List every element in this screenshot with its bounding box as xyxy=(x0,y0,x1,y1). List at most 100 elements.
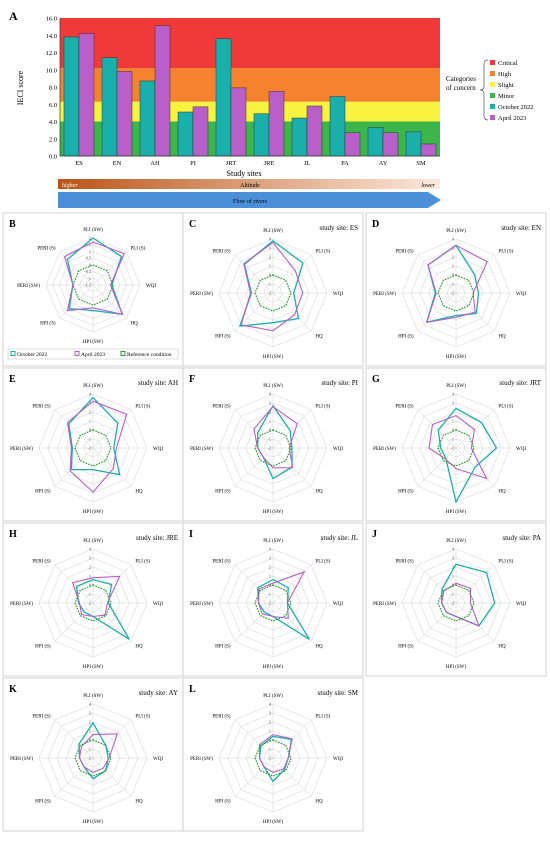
bar-april-jre xyxy=(268,91,285,157)
radar-panel-letter: K xyxy=(9,684,17,695)
bar-april-ah xyxy=(154,25,171,157)
y-tick-label: 6.0 xyxy=(49,102,57,109)
radar-spoke xyxy=(417,447,457,487)
radar-tick-label: -1.5 xyxy=(84,283,91,288)
radar-axis-label: HQ xyxy=(315,334,323,339)
radar-series-april xyxy=(71,575,121,618)
radar-tick-label: 0 xyxy=(89,583,91,588)
radar-tick-label: 1 xyxy=(269,729,271,734)
radar-spoke xyxy=(92,564,132,604)
radar-axis-label: HQ xyxy=(498,489,506,494)
radar-axis-label: WQI xyxy=(153,602,163,607)
bar-october-jre xyxy=(253,113,270,157)
x-tick-label-es: ES xyxy=(75,160,83,167)
radar-axis-label: PERI (SW) xyxy=(10,757,33,762)
radar-axis-label: PERI (SW) xyxy=(10,602,33,607)
radar-series-april xyxy=(66,400,128,493)
radar-series-april xyxy=(63,241,126,316)
radar-axis-label: HPI (SW) xyxy=(83,820,103,825)
radar-axis-label: PLI (S) xyxy=(130,247,145,252)
radar-series-april xyxy=(428,414,488,480)
radar-spoke xyxy=(455,564,495,604)
radar-spoke xyxy=(54,757,94,797)
panel-a-ylabel: IECI score xyxy=(16,70,25,105)
radar-spoke xyxy=(417,602,457,642)
legend-swatch-october xyxy=(490,104,495,109)
radar-axis-label: PLI (S) xyxy=(135,405,150,410)
radar-axis-label: WQI xyxy=(516,292,526,297)
x-tick-label-jrt: JRT xyxy=(226,160,236,167)
radar-series-october xyxy=(257,404,293,480)
radar-tick-label: 2 xyxy=(89,565,91,570)
radar-tick-label: -1 xyxy=(88,437,92,442)
radar-axis-label: HQ xyxy=(498,644,506,649)
radar-tick-label: 3 xyxy=(269,556,271,561)
radar-tick-label: -2 xyxy=(268,291,272,296)
bar-april-jl xyxy=(306,105,323,157)
legend-title-line: Categories xyxy=(446,75,476,83)
bar-april-pi xyxy=(192,106,209,157)
radar-axis-label: HPI (SW) xyxy=(446,665,466,670)
radar-site-label: study site: PI xyxy=(321,379,358,387)
radar-axis-label: HPI (SW) xyxy=(446,510,466,515)
radar-tick-label: -1 xyxy=(451,592,455,597)
radar-tick-label: -2 xyxy=(451,446,455,451)
radar-tick-label: -1 xyxy=(88,276,92,281)
radar-panel-letter: C xyxy=(189,219,196,230)
radar-tick-label: 3 xyxy=(89,556,91,561)
radar-b-legend-swatch-october xyxy=(10,351,16,356)
radar-tick-label: -2 xyxy=(451,291,455,296)
radar-axis-label: PLI (S) xyxy=(315,715,330,720)
radar-axis-label: HPI (SW) xyxy=(263,665,283,670)
radar-axis-label: WQI xyxy=(333,602,343,607)
radar-tick-label: -1 xyxy=(451,282,455,287)
radar-axis-label: WQI xyxy=(146,284,156,289)
radar-spoke xyxy=(272,409,312,449)
radar-tick-label: -1 xyxy=(268,282,272,287)
radar-axis-label: PLI (SW) xyxy=(83,694,103,699)
radar-tick-label: 4 xyxy=(452,237,455,242)
radar-series-october xyxy=(68,396,121,476)
radar-axis-label: PERI (SW) xyxy=(17,284,40,289)
radar-spoke xyxy=(54,719,94,759)
radar-tick-label: 4 xyxy=(269,702,272,707)
radar-series-april xyxy=(425,244,488,323)
radar-tick-label: 2 xyxy=(89,410,91,415)
radar-panel-letter: I xyxy=(189,529,193,540)
radar-tick-label: 4 xyxy=(89,547,92,552)
radar-b-legend-label-april: April 2023 xyxy=(81,352,105,358)
radar-spoke xyxy=(92,447,132,487)
bar-april-ay xyxy=(382,132,399,157)
radar-axis-label: PLI (S) xyxy=(135,715,150,720)
radar-spoke xyxy=(54,564,94,604)
radar-axis-label: PLI (S) xyxy=(315,250,330,255)
radar-tick-label: 3 xyxy=(269,401,271,406)
radar-spoke xyxy=(417,409,457,449)
radar-axis-label: HPI (S) xyxy=(40,321,56,326)
radar-axis-label: HPI (S) xyxy=(398,644,414,649)
radar-axis-label: PERI (SW) xyxy=(10,447,33,452)
radar-spoke xyxy=(92,757,132,797)
radar-series-april xyxy=(258,734,293,774)
radar-tick-label: -1 xyxy=(88,592,92,597)
radar-axis-label: PERI (SW) xyxy=(190,757,213,762)
radar-site-label: study site: JRT xyxy=(499,379,541,387)
radar-series-reference xyxy=(72,264,114,306)
y-tick-label: 0.0 xyxy=(49,154,57,161)
radar-panel-letter: G xyxy=(372,374,380,385)
radar-spoke xyxy=(272,602,312,642)
radar-site-label: study site: PA xyxy=(502,534,541,542)
x-tick-label-en: EN xyxy=(113,160,122,167)
radar-axis-label: HPI (S) xyxy=(35,489,51,494)
radar-spoke xyxy=(455,409,495,449)
radar-axis-label: PERI (SW) xyxy=(373,447,396,452)
radar-spoke xyxy=(455,254,495,294)
radar-panel-letter: F xyxy=(189,374,195,385)
radar-axis-label: PLI (SW) xyxy=(263,694,283,699)
radar-axis-label: HQ xyxy=(135,799,143,804)
y-tick-label: 16.0 xyxy=(46,16,57,23)
bar-october-jrt xyxy=(215,38,232,157)
